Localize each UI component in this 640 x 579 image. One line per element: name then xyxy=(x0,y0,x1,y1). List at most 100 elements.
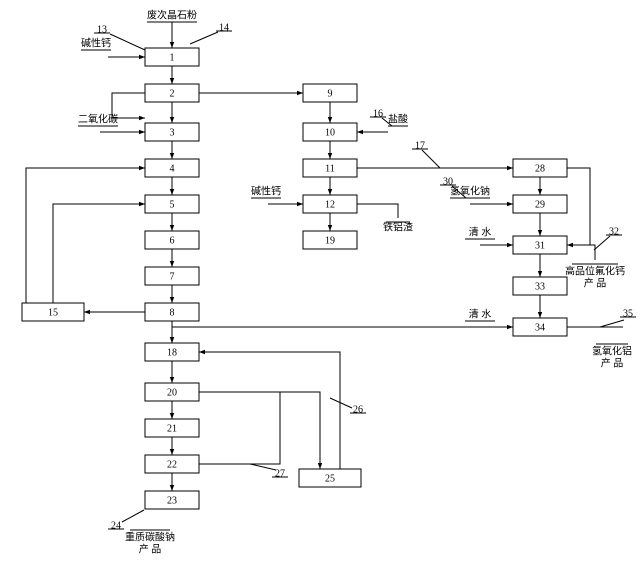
arrow-head xyxy=(538,271,542,277)
node-3-label: 3 xyxy=(170,127,175,138)
node-1-label: 1 xyxy=(170,52,175,63)
node-9-label: 9 xyxy=(328,88,333,99)
node-15-label: 15 xyxy=(48,307,58,318)
node-2-label: 2 xyxy=(170,88,175,99)
arrow-head xyxy=(507,166,513,170)
callout-26: 26 xyxy=(353,404,363,415)
arrow-head xyxy=(170,117,174,123)
arrow-head xyxy=(507,243,513,247)
path-4 xyxy=(567,168,590,245)
arrow-head xyxy=(170,337,174,343)
input-label-2: 二氧化碳 xyxy=(78,112,118,125)
output-1-line2: 产 品 xyxy=(584,276,607,289)
node-19-label: 19 xyxy=(325,235,335,246)
output-1-line1: 高品位氟化钙 xyxy=(565,264,625,277)
node-18-label: 18 xyxy=(167,347,177,358)
arrow-head xyxy=(170,485,174,491)
arrow-head xyxy=(84,310,90,314)
node-11-label: 11 xyxy=(325,163,335,174)
output-2-line2: 产 品 xyxy=(601,356,624,369)
node-23-label: 23 xyxy=(167,495,177,506)
input-label-0: 废次晶石粉 xyxy=(147,8,197,21)
path-1 xyxy=(26,168,145,303)
node-22-label: 22 xyxy=(167,459,177,470)
callout-17: 17 xyxy=(415,140,425,151)
arrow-head xyxy=(328,153,332,159)
arrow-head xyxy=(297,202,303,206)
arrow-head xyxy=(507,325,513,329)
input-label-4: 碱性钙 xyxy=(251,184,281,197)
arrow-head xyxy=(328,117,332,123)
node-20-label: 20 xyxy=(167,387,177,398)
arrow-head xyxy=(139,130,145,134)
arrow-head xyxy=(357,130,363,134)
path-7 xyxy=(172,327,513,343)
callout-32-leader xyxy=(594,236,610,250)
callout-32: 32 xyxy=(609,226,619,237)
input-label-5: 氢氧化钠 xyxy=(450,184,490,197)
arrow-head xyxy=(170,189,174,195)
path-2 xyxy=(53,204,145,303)
arrow-head xyxy=(139,116,145,120)
callout-13-leader xyxy=(110,34,145,50)
node-29-label: 29 xyxy=(535,199,545,210)
arrow-head xyxy=(328,225,332,231)
arrow-head xyxy=(139,55,145,59)
output-3-line2: 产 品 xyxy=(139,542,162,555)
path-11 xyxy=(357,204,398,218)
arrow-head xyxy=(538,230,542,236)
node-33-label: 33 xyxy=(535,281,545,292)
arrow-head xyxy=(170,413,174,419)
output-2-line1: 氢氧化铝 xyxy=(592,344,632,357)
input-label-6: 清 水 xyxy=(469,225,492,238)
callout-30: 30 xyxy=(443,176,453,187)
node-8-label: 8 xyxy=(170,307,175,318)
arrow-head xyxy=(139,202,145,206)
callout-24: 24 xyxy=(111,520,121,531)
arrow-head xyxy=(297,91,303,95)
input-label-1: 碱性钙 xyxy=(81,36,111,49)
arrow-head xyxy=(170,153,174,159)
node-21-label: 21 xyxy=(167,423,177,434)
arrow-head xyxy=(170,225,174,231)
arrow-head xyxy=(318,463,322,469)
output-3-line1: 重质碳酸钠 xyxy=(125,530,175,543)
node-31-label: 31 xyxy=(535,240,545,251)
callout-35: 35 xyxy=(623,308,633,319)
arrow-head xyxy=(538,189,542,195)
node-4-label: 4 xyxy=(170,163,175,174)
callout-13: 13 xyxy=(97,24,107,35)
path-10 xyxy=(199,392,280,464)
callout-35-leader xyxy=(600,320,624,327)
arrow-head xyxy=(170,449,174,455)
callout-14-leader xyxy=(190,32,218,44)
node-6-label: 6 xyxy=(170,235,175,246)
flowchart-canvas: 1234567818202122231591011121925282931333… xyxy=(0,0,640,579)
node-7-label: 7 xyxy=(170,271,175,282)
node-10-label: 10 xyxy=(325,127,335,138)
callout-17-leader xyxy=(422,150,440,168)
node-25-label: 25 xyxy=(325,473,335,484)
input-label-3: 盐酸 xyxy=(388,112,408,125)
path-6 xyxy=(567,245,595,260)
node-5-label: 5 xyxy=(170,199,175,210)
callout-26-leader xyxy=(330,398,352,408)
arrow-head xyxy=(507,202,513,206)
arrow-head xyxy=(170,78,174,84)
arrow-head xyxy=(170,42,174,48)
callout-14: 14 xyxy=(219,22,229,33)
arrow-head xyxy=(170,261,174,267)
callout-27: 27 xyxy=(275,468,285,479)
path-8 xyxy=(199,392,320,469)
arrow-head xyxy=(328,189,332,195)
arrow-head xyxy=(199,350,205,354)
node-28-label: 28 xyxy=(535,163,545,174)
arrow-head xyxy=(170,377,174,383)
node-12-label: 12 xyxy=(325,199,335,210)
callout-16: 16 xyxy=(373,108,383,119)
input-label-7: 清 水 xyxy=(469,307,492,320)
arrow-head xyxy=(538,312,542,318)
callout-24-leader xyxy=(122,510,144,522)
arrow-head xyxy=(170,297,174,303)
callout-27-leader xyxy=(250,464,276,470)
